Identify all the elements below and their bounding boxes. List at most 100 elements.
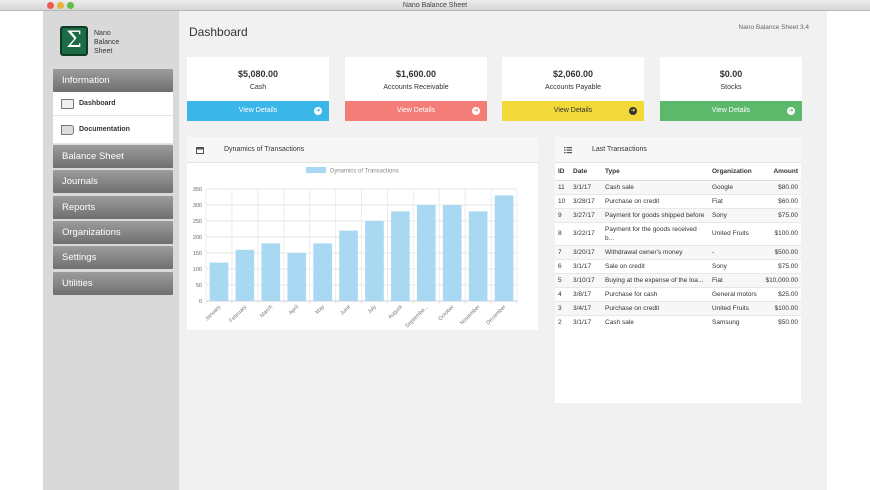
x-tick-label: Septembe...	[404, 304, 430, 330]
window-title: Nano Balance Sheet	[402, 2, 468, 9]
x-tick-label: April	[288, 304, 300, 316]
cell-type: Cash sale	[602, 314, 709, 329]
table-row[interactable]: 8 3/22/17 Payment for the goods received b…	[555, 221, 801, 245]
app-name: Nano Balance Sheet	[94, 30, 120, 55]
transactions-panel-title: Last Transactions	[592, 146, 647, 153]
sidebar-item-information[interactable]: Information	[53, 69, 173, 92]
cell-type: Buying at the expense of the loa...	[602, 272, 709, 287]
bar-march[interactable]	[261, 243, 281, 301]
sidebar-item-organizations[interactable]: Organizations	[53, 221, 173, 244]
sidebar-item-balance-sheet[interactable]: Balance Sheet	[53, 145, 173, 168]
table-row[interactable]: 5 3/10/17 Buying at the expense of the loa…	[555, 272, 801, 287]
y-tick-label: 350	[193, 187, 202, 193]
bar-august[interactable]	[391, 211, 410, 301]
cell-organization: Sony	[709, 207, 760, 222]
y-tick-label: 150	[193, 251, 202, 257]
cell-amount: $25.00	[760, 286, 801, 301]
cell-amount: $10,000.00	[760, 272, 801, 287]
bar-april[interactable]	[287, 253, 307, 301]
column-header-amount[interactable]: Amount	[760, 163, 801, 181]
sidebar-item-settings[interactable]: Settings	[53, 246, 173, 269]
cell-id: 5	[555, 272, 570, 287]
bar-february[interactable]	[235, 249, 255, 301]
summary-card-accounts-payable: $2,060.00 Accounts Payable View Details …	[502, 57, 644, 121]
cell-id: 8	[555, 221, 570, 245]
table-row[interactable]: 9 3/27/17 Payment for goods shipped before…	[555, 207, 801, 222]
cell-organization: Fiat	[709, 193, 760, 208]
cell-amount: $80.00	[760, 179, 801, 194]
chart-panel-title: Dynamics of Transactions	[224, 146, 305, 153]
sidebar-subitem-documentation[interactable]: Documentation	[53, 116, 173, 144]
cell-id: 11	[555, 179, 570, 194]
y-tick-label: 200	[193, 235, 202, 241]
x-tick-label: November	[459, 304, 481, 326]
column-header-type[interactable]: Type	[602, 163, 709, 181]
cell-organization: United Fruits	[709, 300, 760, 315]
bar-july[interactable]	[365, 221, 384, 301]
cell-date: 3/27/17	[570, 207, 602, 222]
sidebar: Σ Nano Balance Sheet Information Dashboa…	[43, 11, 179, 490]
bar-june[interactable]	[339, 230, 358, 301]
legend-swatch[interactable]	[306, 167, 326, 173]
card-label: Accounts Payable	[544, 84, 602, 91]
bar-october[interactable]	[442, 205, 462, 301]
cell-type: Cash sale	[602, 179, 709, 194]
card-value: $1,600.00	[395, 69, 437, 79]
table-row[interactable]: 3 3/4/17 Purchase on credit United Fruits $1…	[555, 300, 801, 315]
cell-id: 6	[555, 258, 570, 273]
x-tick-label: May	[314, 304, 326, 316]
x-tick-label: March	[259, 304, 274, 319]
view-details-button-receivable[interactable]: View Details ➜	[345, 101, 487, 121]
x-tick-label: December	[485, 304, 507, 326]
transactions-panel: Last Transactions ID Date Type Organizat…	[555, 137, 801, 403]
chart-panel: Dynamics of Transactions Dynamics of Tra…	[187, 137, 538, 330]
y-tick-label: 50	[196, 283, 202, 289]
cell-date: 3/1/17	[570, 314, 602, 329]
column-header-id[interactable]: ID	[555, 163, 570, 181]
bar-septembe[interactable]	[416, 205, 436, 301]
view-details-button-cash[interactable]: View Details ➜	[187, 101, 329, 121]
card-value: $0.00	[719, 69, 743, 79]
table-row[interactable]: 11 3/1/17 Cash sale Google $80.00	[555, 179, 801, 194]
bar-november[interactable]	[468, 211, 488, 301]
view-details-button-payable[interactable]: View Details ➜	[502, 101, 644, 121]
cell-date: 3/4/17	[570, 300, 602, 315]
maximize-window-button[interactable]	[67, 2, 74, 9]
sidebar-item-utilities[interactable]: Utilities	[53, 272, 173, 295]
minimize-window-button[interactable]	[57, 2, 64, 9]
cell-type: Purchase on credit	[602, 300, 709, 315]
window-margin-left	[0, 11, 43, 490]
cell-amount: $100.00	[760, 300, 801, 315]
legend-label[interactable]: Dynamics of Transactions	[330, 169, 399, 175]
table-header-row: ID Date Type Organization Amount	[555, 163, 801, 181]
x-tick-label: June	[339, 304, 352, 317]
transactions-panel-header: Last Transactions	[555, 137, 801, 163]
cell-date: 3/1/17	[570, 179, 602, 194]
cell-amount: $50.00	[760, 314, 801, 329]
bar-december[interactable]	[494, 195, 514, 301]
view-details-button-stocks[interactable]: View Details ➜	[660, 101, 802, 121]
transactions-bar-chart: Dynamics of Transactions 0 50 100 150 200 250 3…	[193, 167, 518, 330]
close-window-button[interactable]	[47, 2, 54, 9]
card-value: $2,060.00	[552, 69, 594, 79]
sidebar-item-journals[interactable]: Journals	[53, 170, 173, 193]
table-row[interactable]: 7 3/20/17 Withdrawal owner's money - $500.00	[555, 244, 801, 259]
arrow-right-circle-icon: ➜	[629, 107, 637, 115]
column-header-organization[interactable]: Organization	[709, 163, 760, 181]
cell-type: Purchase on credit	[602, 193, 709, 208]
table-row[interactable]: 6 3/1/17 Sale on credit Sony $75.00	[555, 258, 801, 273]
sidebar-subitem-dashboard[interactable]: Dashboard	[53, 92, 173, 116]
app-version: Nano Balance Sheet 3.4	[738, 24, 809, 31]
table-row[interactable]: 2 3/1/17 Cash sale Samsung $50.00	[555, 314, 801, 329]
bar-may[interactable]	[313, 243, 332, 301]
cell-organization: General motors	[709, 286, 760, 301]
column-header-date[interactable]: Date	[570, 163, 602, 181]
table-row[interactable]: 4 3/8/17 Purchase for cash General motors $2…	[555, 286, 801, 301]
x-tick-label: January	[204, 304, 222, 322]
cell-date: 3/10/17	[570, 272, 602, 287]
bar-january[interactable]	[209, 262, 229, 301]
cell-amount: $60.00	[760, 193, 801, 208]
y-tick-label: 0	[199, 299, 202, 305]
table-row[interactable]: 10 3/28/17 Purchase on credit Fiat $60.00	[555, 193, 801, 208]
sidebar-item-reports[interactable]: Reports	[53, 196, 173, 219]
